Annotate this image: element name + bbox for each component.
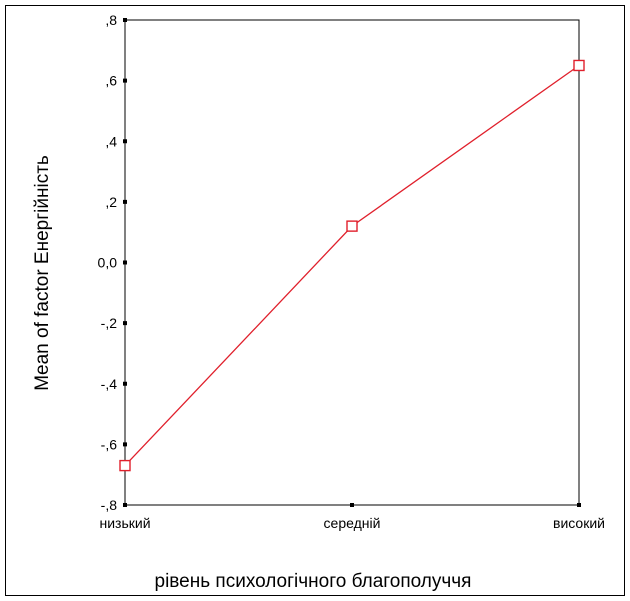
y-tick-label: ,8 bbox=[105, 12, 117, 28]
y-tick-label: 0,0 bbox=[98, 255, 118, 271]
y-tick-label: ,6 bbox=[105, 73, 117, 89]
y-tick-label: -,6 bbox=[101, 436, 118, 452]
line-chart: ,8 ,6 ,4 ,2 0,0 -,2 -,4 -,6 -,8 низький середній в… bbox=[32, 12, 605, 592]
y-tick-mark bbox=[123, 139, 127, 144]
y-tick-mark bbox=[123, 442, 127, 447]
y-tick-label: -,2 bbox=[101, 315, 118, 331]
data-point bbox=[573, 59, 585, 72]
y-tick-label: -,4 bbox=[101, 376, 118, 392]
x-tick-mark bbox=[577, 503, 581, 507]
y-axis-title: Mean of factor Енергійність bbox=[32, 155, 53, 391]
y-tick-mark bbox=[123, 78, 127, 83]
x-axis: низький середній високий bbox=[99, 503, 605, 531]
y-axis: ,8 ,6 ,4 ,2 0,0 -,2 -,4 -,6 -,8 bbox=[98, 12, 127, 513]
y-tick-label: ,4 bbox=[105, 133, 117, 149]
x-tick-mark bbox=[350, 503, 354, 507]
data-point bbox=[119, 459, 131, 472]
series-line bbox=[124, 64, 580, 467]
x-tick-label: високий bbox=[553, 515, 605, 531]
x-tick-label: низький bbox=[99, 515, 150, 531]
x-axis-title: рівень психологічного благополуччя bbox=[155, 571, 472, 592]
x-tick-mark bbox=[123, 503, 127, 507]
y-tick-label: ,2 bbox=[105, 194, 117, 210]
plot-area bbox=[124, 19, 580, 506]
plot-border bbox=[124, 19, 580, 506]
y-tick-mark bbox=[123, 18, 127, 22]
y-tick-label: -,8 bbox=[101, 497, 118, 513]
data-point bbox=[346, 220, 358, 232]
y-tick-mark bbox=[123, 381, 127, 386]
y-tick-mark bbox=[123, 321, 127, 326]
y-tick-mark bbox=[123, 199, 127, 204]
series-layer bbox=[119, 59, 585, 472]
x-tick-label: середній bbox=[324, 515, 381, 531]
chart-frame: ,8 ,6 ,4 ,2 0,0 -,2 -,4 -,6 -,8 низький середній в… bbox=[5, 5, 625, 596]
y-tick-mark bbox=[123, 260, 127, 265]
